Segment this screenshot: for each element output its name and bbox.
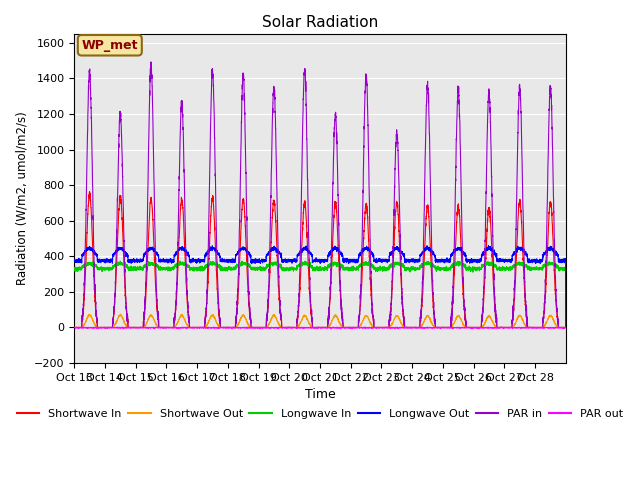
Title: Solar Radiation: Solar Radiation bbox=[262, 15, 378, 30]
Y-axis label: Radiation (W/m2, umol/m2/s): Radiation (W/m2, umol/m2/s) bbox=[15, 112, 28, 286]
Text: WP_met: WP_met bbox=[81, 39, 138, 52]
Legend: Shortwave In, Shortwave Out, Longwave In, Longwave Out, PAR in, PAR out: Shortwave In, Shortwave Out, Longwave In… bbox=[13, 405, 627, 423]
X-axis label: Time: Time bbox=[305, 388, 335, 401]
